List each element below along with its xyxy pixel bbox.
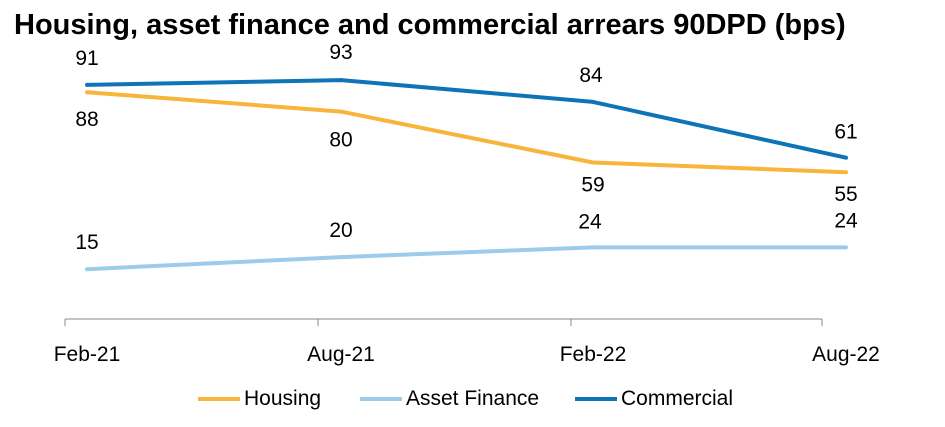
x-tick-label-feb-22: Feb-22 bbox=[560, 343, 627, 366]
x-tick-label-feb-21: Feb-21 bbox=[54, 343, 121, 366]
data-label-housing-0: 88 bbox=[75, 108, 98, 131]
x-tick-label-aug-22: Aug-22 bbox=[812, 343, 880, 366]
series-line-asset-finance bbox=[86, 245, 846, 272]
data-point-housing-2 bbox=[591, 160, 595, 165]
data-point-asset-finance-2 bbox=[591, 245, 595, 250]
legend-swatch-commercial bbox=[575, 397, 617, 401]
legend-item-asset-finance: Asset Finance bbox=[360, 384, 539, 414]
legend: Housing Asset Finance Commercial bbox=[0, 384, 945, 414]
legend-item-commercial: Commercial bbox=[575, 384, 733, 414]
data-label-commercial-1: 93 bbox=[329, 41, 352, 64]
x-tick-label-aug-21: Aug-21 bbox=[307, 343, 375, 366]
series-line-housing bbox=[86, 90, 847, 175]
data-point-commercial-3 bbox=[844, 155, 848, 160]
data-label-asset-finance-0: 15 bbox=[75, 231, 98, 254]
data-point-housing-1 bbox=[339, 109, 343, 114]
data-point-asset-finance-0 bbox=[85, 267, 89, 272]
data-point-commercial-2 bbox=[591, 99, 595, 104]
data-label-housing-2: 59 bbox=[581, 174, 604, 197]
legend-item-housing: Housing bbox=[198, 384, 321, 414]
data-label-commercial-2: 84 bbox=[579, 64, 603, 87]
series-line-commercial bbox=[86, 78, 847, 160]
legend-swatch-asset-finance bbox=[360, 397, 402, 401]
data-label-commercial-3: 61 bbox=[834, 121, 857, 144]
data-point-commercial-0 bbox=[85, 82, 89, 87]
data-point-commercial-1 bbox=[339, 78, 343, 83]
data-label-commercial-0: 91 bbox=[75, 47, 98, 70]
data-point-asset-finance-1 bbox=[339, 255, 343, 260]
legend-swatch-housing bbox=[198, 397, 240, 401]
data-point-housing-3 bbox=[844, 170, 848, 175]
legend-label-asset-finance: Asset Finance bbox=[406, 387, 540, 410]
data-label-asset-finance-3: 24 bbox=[834, 209, 858, 232]
data-point-asset-finance-3 bbox=[844, 245, 848, 250]
chart-title: Housing, asset finance and commercial ar… bbox=[14, 9, 846, 41]
data-label-housing-1: 80 bbox=[329, 129, 352, 152]
line-chart: Feb-21 Aug-21 Feb-22 Aug-22 88 80 59 55 15 20 24 2… bbox=[54, 41, 880, 366]
data-label-asset-finance-1: 20 bbox=[329, 219, 352, 242]
data-point-housing-0 bbox=[85, 90, 89, 95]
data-label-asset-finance-2: 24 bbox=[578, 210, 602, 233]
legend-label-housing: Housing bbox=[244, 387, 322, 410]
legend-label-commercial: Commercial bbox=[621, 387, 734, 410]
data-label-housing-3: 55 bbox=[834, 183, 857, 206]
